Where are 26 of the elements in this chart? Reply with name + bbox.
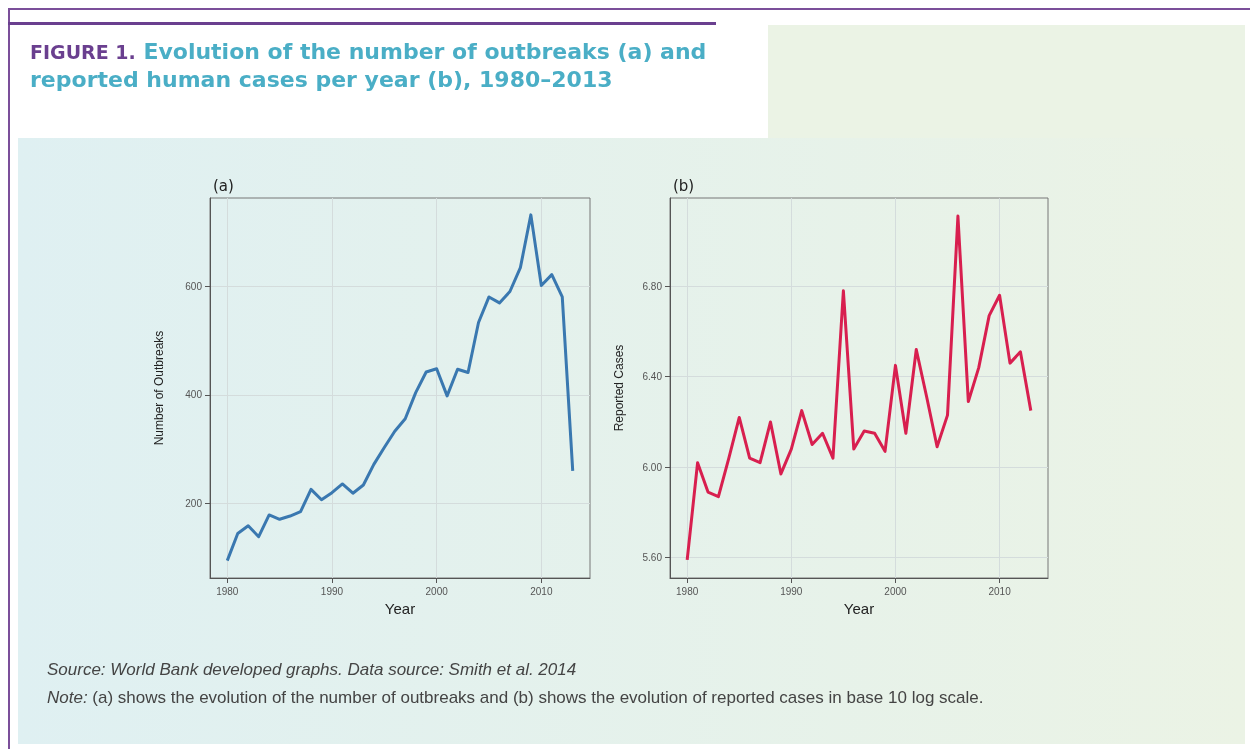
x-axis-title: Year xyxy=(384,599,416,617)
x-tick-label: 2000 xyxy=(884,585,908,597)
x-tick-label: 1990 xyxy=(780,585,803,597)
x-tick-label: 1980 xyxy=(676,585,699,597)
y-axis-title: Reported Cases xyxy=(612,344,626,432)
x-tick-label: 1980 xyxy=(216,585,239,597)
chart-subtitle: (a) xyxy=(213,176,234,195)
x-tick-label: 2010 xyxy=(988,585,1012,597)
chart-subtitle: (b) xyxy=(673,176,695,195)
y-tick-label: 200 xyxy=(185,498,203,510)
y-tick-label: 600 xyxy=(185,280,203,292)
source-note: Source: World Bank developed graphs. Data source: Smith et al. 2014 xyxy=(47,659,578,681)
x-axis-title: Year xyxy=(843,599,875,617)
y-tick-label: 400 xyxy=(185,389,203,401)
y-tick-label: 6.40 xyxy=(642,371,663,383)
y-tick-label: 5.60 xyxy=(642,552,663,564)
y-tick-label: 6.00 xyxy=(642,461,663,473)
chart-title: FIGURE 1. Evolution of the number of outbreaks (a) and reported human cases per year (b), 1980–2013 xyxy=(30,38,708,94)
x-tick-label: 1990 xyxy=(320,585,344,597)
x-tick-label: 2010 xyxy=(530,585,553,597)
text: Note: (a) shows the evolution of the number of outbreaks and (b) shows the evolution of reported cases in base 10 log scale. xyxy=(47,687,984,709)
y-tick-label: 6.80 xyxy=(642,280,663,292)
x-tick-label: 2000 xyxy=(425,585,449,597)
line-series xyxy=(685,214,1033,562)
line-series xyxy=(225,213,575,563)
y-axis-title: Number of Outbreaks xyxy=(152,330,166,446)
